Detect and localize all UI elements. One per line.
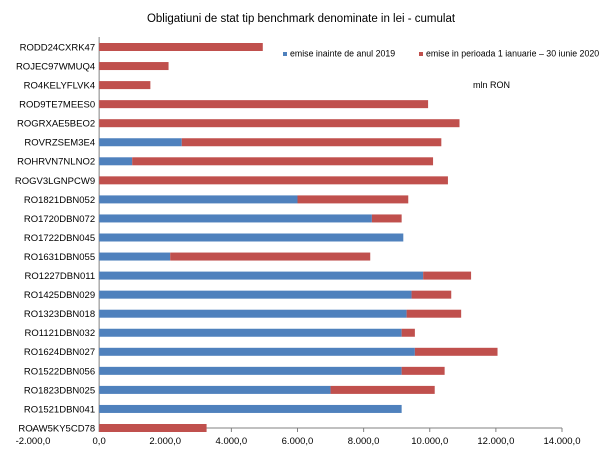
category-label: ROHRVN7NLNO2	[17, 157, 95, 168]
bar-2020-h1	[371, 214, 402, 223]
bar-2020-h1	[99, 100, 429, 109]
bar-2020-h1	[401, 328, 415, 337]
bar-2020-h1	[297, 195, 409, 204]
bar-2020-h1	[330, 385, 435, 394]
bar-2020-h1	[414, 347, 498, 356]
x-tick-label: 4.000,0	[216, 436, 248, 447]
bar-2020-h1	[99, 62, 169, 71]
bar-2020-h1	[99, 81, 151, 90]
legend-label-series-1: emise inainte de anul 2019	[290, 49, 395, 59]
category-label: RO1323DBN018	[24, 309, 95, 320]
bar-2020-h1	[401, 366, 445, 375]
bar-2020-h1	[423, 271, 472, 280]
x-tick-label: -2.000,0	[16, 436, 51, 447]
category-label: RO1631DBN055	[24, 252, 95, 263]
x-tick-label: 14.000,0	[544, 436, 581, 447]
category-label: RO1425DBN029	[24, 290, 95, 301]
category-label: ROJEC97WMUQ4	[16, 61, 95, 72]
x-tick-label: 2.000,0	[149, 436, 181, 447]
bar-before-2019	[99, 233, 404, 242]
bar-before-2019	[99, 271, 424, 280]
category-label: RO1720DBN072	[24, 214, 95, 225]
category-label: ROD9TE7MEES0	[19, 100, 95, 111]
category-label: ROGRXAE5BEO2	[17, 119, 95, 130]
x-tick-label: 6.000,0	[282, 436, 314, 447]
bar-2020-h1	[99, 176, 448, 185]
bar-2020-h1	[99, 43, 263, 51]
bar-2020-h1	[181, 138, 442, 147]
category-label: ROGV3LGNPCW9	[15, 176, 95, 187]
bar-before-2019	[99, 385, 331, 394]
category-label: RO1624DBN027	[24, 347, 95, 358]
bar-2020-h1	[406, 309, 462, 318]
bar-2020-h1	[170, 252, 371, 261]
category-label: RO1521DBN041	[24, 404, 95, 415]
legend: emise inainte de anul 2019 emise in peri…	[283, 49, 599, 59]
category-label: RO1121DBN032	[25, 328, 96, 339]
x-tick-label: 0,0	[93, 436, 106, 447]
legend-swatch-series-1	[283, 52, 287, 56]
category-label: RO4KELYFLVK4	[24, 81, 95, 92]
category-label: ROAW5KY5CD78	[18, 423, 95, 434]
unit-label: mln RON	[473, 80, 510, 90]
x-axis-ticks: -2.000,0 0,0 2.000,0 4.000,0 6.000,0 8.000,0 1…	[16, 428, 581, 447]
bar-2020-h1	[411, 290, 452, 299]
bar-before-2019	[99, 157, 133, 166]
category-label: RO1821DBN052	[24, 195, 95, 206]
x-tick-label: 8.000,0	[348, 436, 380, 447]
bar-2020-h1	[132, 157, 434, 166]
legend-swatch-series-2	[419, 52, 423, 56]
bar-before-2019	[99, 290, 412, 299]
bar-before-2019	[99, 138, 182, 147]
bar-before-2019	[99, 366, 402, 375]
category-label: RO1227DBN011	[25, 271, 96, 282]
bar-before-2019	[99, 309, 407, 318]
bar-before-2019	[99, 195, 298, 204]
bar-before-2019	[99, 328, 402, 337]
plot-area: -2.000,0 0,0 2.000,0 4.000,0 6.000,0 8.000,0 1…	[15, 37, 581, 447]
category-label: RODD24CXRK47	[20, 42, 96, 53]
bar-2020-h1	[99, 119, 460, 128]
bars	[99, 43, 498, 432]
x-tick-label: 10.000,0	[411, 436, 448, 447]
bar-before-2019	[99, 347, 415, 356]
legend-label-series-2: emise in perioada 1 ianuarie – 30 iunie …	[426, 49, 599, 59]
category-label: RO1722DBN045	[24, 233, 95, 244]
category-label: ROVRZSEM3E4	[24, 138, 95, 149]
bar-before-2019	[99, 214, 372, 223]
category-labels: RODD24CXRK47 ROJEC97WMUQ4 RO4KELYFLVK4 ROD9…	[15, 42, 95, 434]
x-tick-label: 12.000,0	[477, 436, 514, 447]
bar-before-2019	[99, 404, 402, 413]
category-label: RO1823DBN025	[24, 385, 95, 396]
category-label: RO1522DBN056	[24, 366, 95, 377]
chart-title: Obligatiuni de stat tip benchmark denomi…	[147, 13, 456, 25]
bar-2020-h1	[99, 424, 207, 432]
bar-before-2019	[99, 252, 171, 261]
